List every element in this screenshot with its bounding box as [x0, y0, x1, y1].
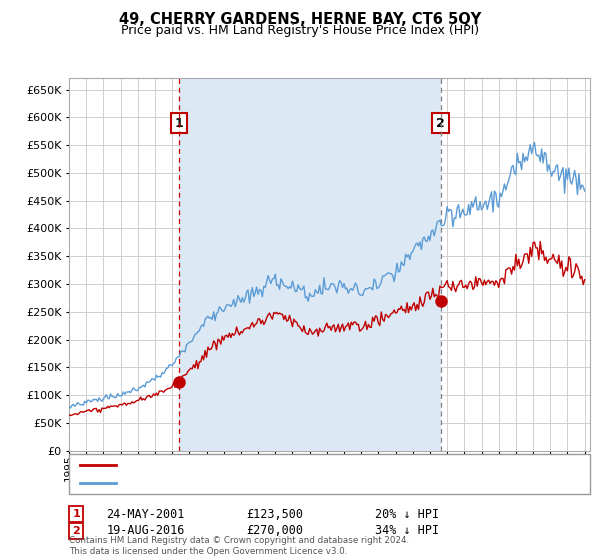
Text: 1: 1 [73, 509, 80, 519]
Text: Contains HM Land Registry data © Crown copyright and database right 2024.
This d: Contains HM Land Registry data © Crown c… [69, 536, 409, 556]
Text: 19-AUG-2016: 19-AUG-2016 [106, 524, 185, 538]
Text: £123,500: £123,500 [246, 507, 303, 521]
Text: 2: 2 [436, 116, 445, 129]
Text: 49, CHERRY GARDENS, HERNE BAY, CT6 5QY (detached house): 49, CHERRY GARDENS, HERNE BAY, CT6 5QY (… [122, 460, 466, 470]
Text: 2: 2 [73, 526, 80, 536]
Text: Price paid vs. HM Land Registry's House Price Index (HPI): Price paid vs. HM Land Registry's House … [121, 24, 479, 36]
Text: 1: 1 [174, 116, 183, 129]
Bar [179, 78, 440, 451]
Text: 20% ↓ HPI: 20% ↓ HPI [375, 507, 439, 521]
Text: £270,000: £270,000 [246, 524, 303, 538]
Text: 49, CHERRY GARDENS, HERNE BAY, CT6 5QY: 49, CHERRY GARDENS, HERNE BAY, CT6 5QY [119, 12, 481, 27]
Text: 24-MAY-2001: 24-MAY-2001 [106, 507, 185, 521]
Text: HPI: Average price, detached house, Canterbury: HPI: Average price, detached house, Cant… [122, 478, 386, 488]
Text: 34% ↓ HPI: 34% ↓ HPI [375, 524, 439, 538]
